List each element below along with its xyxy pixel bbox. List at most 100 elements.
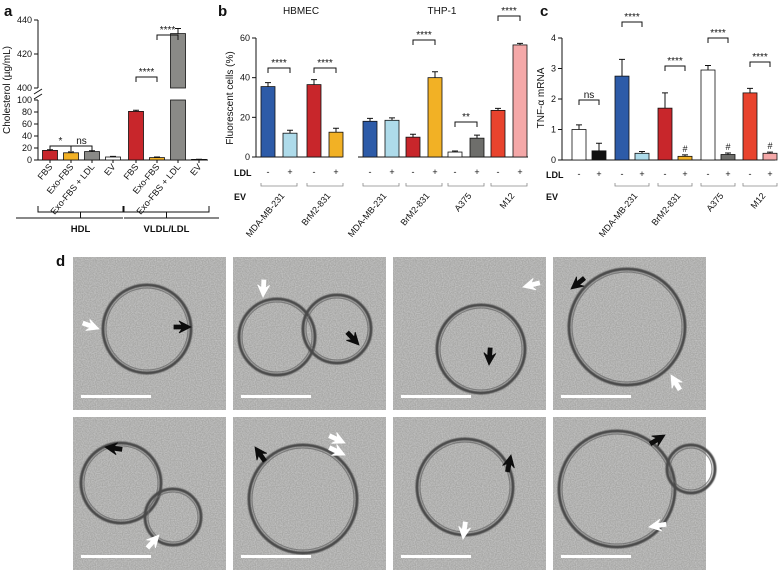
- ldl-sign: +: [767, 169, 772, 179]
- sig-b-1-bracket: [313, 67, 337, 73]
- y-tick-label: 40: [240, 73, 250, 83]
- ev-label: M12: [749, 191, 768, 211]
- error-bar: [175, 28, 181, 34]
- sig-c-2-bracket: [664, 65, 686, 71]
- bar-0-1: [282, 132, 298, 158]
- ldl-row-label: LDL: [234, 168, 252, 178]
- sig-c-4-label: ****: [752, 52, 768, 63]
- ev-label: MDA-MB-231: [597, 191, 640, 239]
- bar-2-1: [384, 119, 400, 158]
- bar-4-1: [469, 137, 485, 158]
- error-bar: [619, 58, 625, 77]
- white-arrow-icon: [145, 534, 160, 550]
- hash-marker: #: [682, 144, 687, 154]
- vesicle-membrane-inner: [147, 491, 199, 543]
- ldl-sign: -: [497, 167, 500, 177]
- bar-1-0: [614, 75, 630, 161]
- error-bar: [576, 124, 582, 130]
- micrograph-2: [233, 257, 386, 410]
- ev-label: M12: [498, 191, 517, 211]
- error-bar: [367, 117, 373, 122]
- ev-bracket: [742, 183, 778, 187]
- sig-a-3-label: ****: [160, 25, 176, 36]
- y-tick-label: 60: [22, 119, 32, 129]
- micrograph-6: [233, 417, 386, 570]
- micrograph-grain: [233, 417, 386, 570]
- vesicle-membrane: [557, 429, 677, 549]
- ldl-sign: +: [725, 169, 730, 179]
- vesicle-membrane-inner: [305, 297, 369, 361]
- ldl-sign: +: [517, 167, 522, 177]
- scale-bar: [561, 395, 631, 398]
- error-bar: [705, 64, 711, 71]
- hash-marker: #: [725, 142, 730, 152]
- sig-b-4-label: **: [462, 112, 470, 123]
- y-tick-label: 0: [245, 152, 250, 162]
- panel-label-c: c: [540, 3, 548, 20]
- vesicle-membrane-inner: [105, 287, 189, 371]
- error-bar: [682, 154, 688, 157]
- ev-bracket: [405, 183, 443, 187]
- ev-bracket: [614, 183, 650, 187]
- bar-3-1: [427, 77, 443, 158]
- chart-panel-a: 0 20 40 60 80 100 400 420 440 Cholesterol (µg/mL)…: [2, 15, 219, 235]
- ldl-sign: -: [313, 167, 316, 177]
- error-bar: [311, 79, 317, 85]
- error-bar: [452, 150, 458, 153]
- micrograph-5: [73, 417, 226, 570]
- ldl-sign: +: [639, 169, 644, 179]
- bar-6: [170, 33, 186, 89]
- hash-marker: #: [767, 141, 772, 151]
- chart-panel-b: 0 20 40 60 Fluorescent cells (%) HBMEC THP-1 LD…: [225, 6, 528, 239]
- error-bar: [662, 92, 668, 109]
- ev-label: MDA-MB-231: [244, 191, 287, 239]
- ev-row-label: EV: [234, 192, 246, 202]
- sig-b-0-bracket: [267, 67, 291, 73]
- sig-a-2-label: ****: [139, 67, 155, 78]
- bar-0-0: [571, 129, 587, 161]
- bar-2-1: [677, 155, 693, 161]
- bar-1-0: [306, 84, 322, 158]
- sig-b-5-bracket: [497, 15, 521, 21]
- white-arrow-icon: [670, 374, 683, 392]
- ldl-sign: -: [664, 169, 667, 179]
- sig-a-0-label: *: [59, 136, 63, 147]
- micrograph-grain: [393, 257, 546, 410]
- x-tick-label: FBS: [122, 162, 141, 182]
- y-tick-label: 2: [551, 94, 556, 104]
- white-arrow-icon: [257, 279, 270, 298]
- y-tick-label: 80: [22, 107, 32, 117]
- vesicle-membrane-inner: [241, 301, 313, 373]
- ldl-sign: +: [682, 169, 687, 179]
- error-bar: [265, 82, 271, 87]
- y-tick-label: 3: [551, 64, 556, 74]
- black-arrow-icon: [173, 320, 192, 334]
- scale-bar: [561, 555, 631, 558]
- ev-label: MDA-MB-231: [346, 191, 389, 239]
- bar-1-1: [634, 152, 650, 161]
- subtitle-hbmec: HBMEC: [283, 6, 319, 17]
- ev-label: BrM2-831: [398, 191, 431, 228]
- vesicle-membrane: [301, 293, 373, 365]
- y-tick-label: 40: [22, 131, 32, 141]
- bar-4: [128, 111, 144, 161]
- bar-1-1: [328, 131, 344, 158]
- vesicle-membrane-inner: [669, 447, 713, 491]
- white-arrow-icon: [328, 432, 346, 444]
- bar-4-0: [742, 92, 758, 161]
- subtitle-thp1: THP-1: [428, 6, 457, 17]
- y-tick-label: 420: [17, 49, 32, 59]
- sig-b-4-bracket: [454, 121, 478, 127]
- ldl-sign: +: [474, 167, 479, 177]
- y-axis-label: Cholesterol (µg/mL): [2, 46, 13, 134]
- error-bar: [639, 150, 645, 154]
- bar-2-0: [362, 120, 378, 158]
- white-arrow-icon: [81, 318, 100, 331]
- sig-c-1-label: ****: [624, 12, 640, 23]
- scale-bar: [401, 395, 471, 398]
- ev-bracket: [362, 183, 400, 187]
- scale-bar: [81, 555, 151, 558]
- x-tick-label: FBS: [36, 162, 55, 182]
- scale-bar: [81, 395, 151, 398]
- ev-row-label: EV: [546, 192, 558, 202]
